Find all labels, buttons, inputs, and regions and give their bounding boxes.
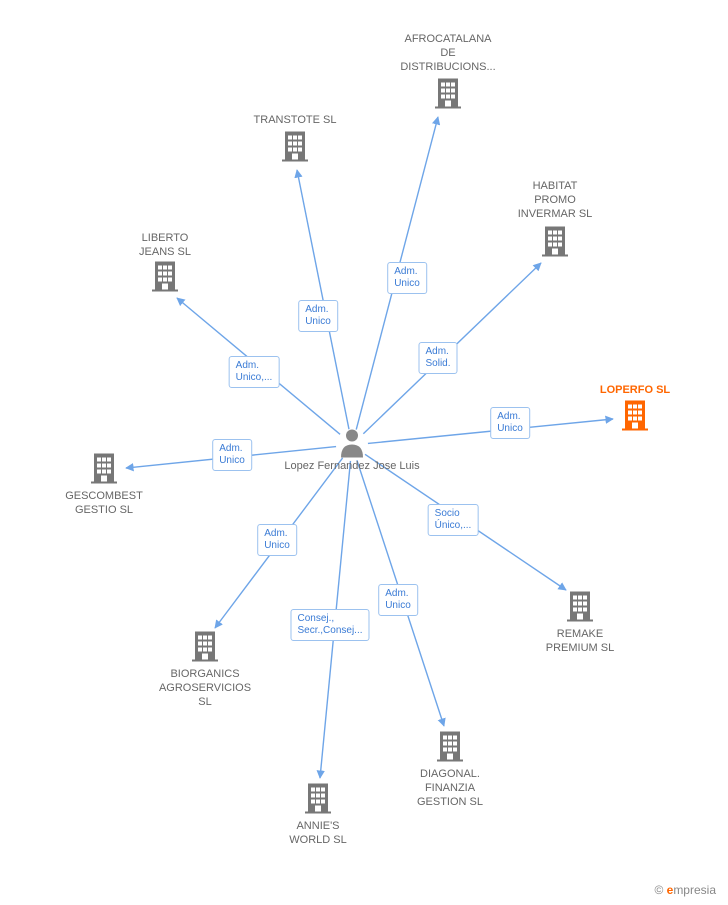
building-icon [280, 130, 310, 167]
node-label: AFROCATALANA DE DISTRIBUCIONS... [400, 33, 495, 74]
building-icon [89, 452, 119, 489]
edge-label: Adm. Unico [490, 407, 530, 439]
node-label: TRANSTOTE SL [254, 114, 337, 128]
brand-rest: mpresia [673, 883, 716, 897]
building-icon [620, 399, 650, 436]
edge-label: Consej., Secr.,Consej... [290, 609, 369, 641]
node-label: LIBERTO JEANS SL [139, 232, 191, 260]
node-label: DIAGONAL. FINANZIA GESTION SL [417, 768, 483, 809]
edge-label: Adm. Unico [298, 300, 338, 332]
edge-label: Adm. Unico,... [229, 356, 280, 388]
edge-label: Socio Único,... [428, 504, 479, 536]
diagram-stage: © empresia Lopez Fernandez Jose Luis AFR… [0, 0, 728, 905]
copyright-symbol: © [654, 883, 663, 897]
edge-label: Adm. Unico [378, 584, 418, 616]
edge-label: Adm. Solid. [418, 342, 457, 374]
edge-label: Adm. Unico [257, 524, 297, 556]
node-label: HABITAT PROMO INVERMAR SL [518, 180, 593, 221]
edge-label: Adm. Unico [212, 439, 252, 471]
center-label: Lopez Fernandez Jose Luis [284, 460, 419, 474]
edge-label: Adm. Unico [387, 262, 427, 294]
node-label: REMAKE PREMIUM SL [546, 628, 614, 656]
building-icon [303, 782, 333, 819]
node-label: ANNIE'S WORLD SL [289, 820, 346, 848]
building-icon [150, 260, 180, 297]
building-icon [435, 730, 465, 767]
node-label: GESCOMBEST GESTIO SL [65, 490, 143, 518]
building-icon [565, 590, 595, 627]
building-icon [433, 77, 463, 114]
node-label: BIORGANICS AGROSERVICIOS SL [159, 668, 251, 709]
building-icon [190, 630, 220, 667]
building-icon [540, 225, 570, 262]
person-icon [339, 428, 365, 463]
copyright: © empresia [654, 883, 716, 897]
node-label: LOPERFO SL [600, 384, 670, 398]
